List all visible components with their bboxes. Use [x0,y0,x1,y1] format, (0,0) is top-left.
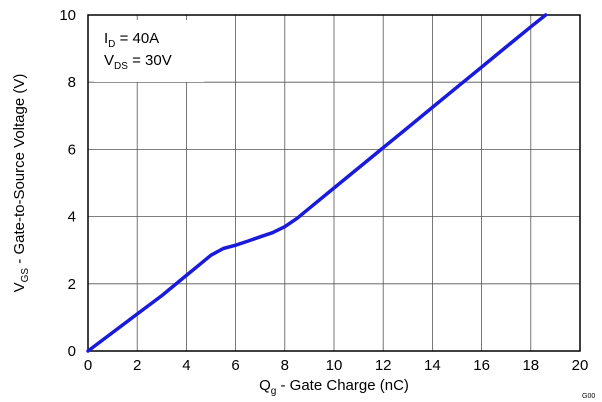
y-tick-8: 8 [68,74,76,91]
x-tick-labels: 0 2 4 6 8 10 12 14 16 18 20 [84,357,589,374]
x-tick-14: 14 [424,357,441,374]
plot-border [87,14,581,352]
y-axis-label: VGS - Gate-to-Source Voltage (V) [11,74,31,293]
annotation-background [94,20,204,82]
plot-frame [87,14,581,352]
x-tick-2: 2 [133,357,141,374]
series-line-0 [86,13,548,353]
x-tick-6: 6 [231,357,239,374]
x-tick-12: 12 [375,357,392,374]
annotation-vds: VDS = 30V [104,52,172,72]
series-group [86,13,548,353]
grid-lines [88,15,580,351]
x-tick-4: 4 [182,357,190,374]
x-tick-16: 16 [473,357,490,374]
conditions-annotation: ID = 40A VDS = 30V [104,30,172,72]
x-tick-8: 8 [281,357,289,374]
x-tick-0: 0 [84,357,92,374]
y-tick-labels: 0 2 4 6 8 10 [59,7,76,360]
y-tick-0: 0 [68,343,76,360]
annotation-id: ID = 40A [104,30,159,50]
x-axis-label: Qg - Gate Charge (nC) [259,377,409,397]
x-tick-18: 18 [522,357,539,374]
y-tick-2: 2 [68,276,76,293]
figure-id: G00 [582,393,595,400]
x-tick-10: 10 [326,357,343,374]
x-tick-20: 20 [572,357,589,374]
y-tick-6: 6 [68,141,76,158]
y-tick-10: 10 [59,7,76,24]
y-tick-4: 4 [68,209,76,226]
